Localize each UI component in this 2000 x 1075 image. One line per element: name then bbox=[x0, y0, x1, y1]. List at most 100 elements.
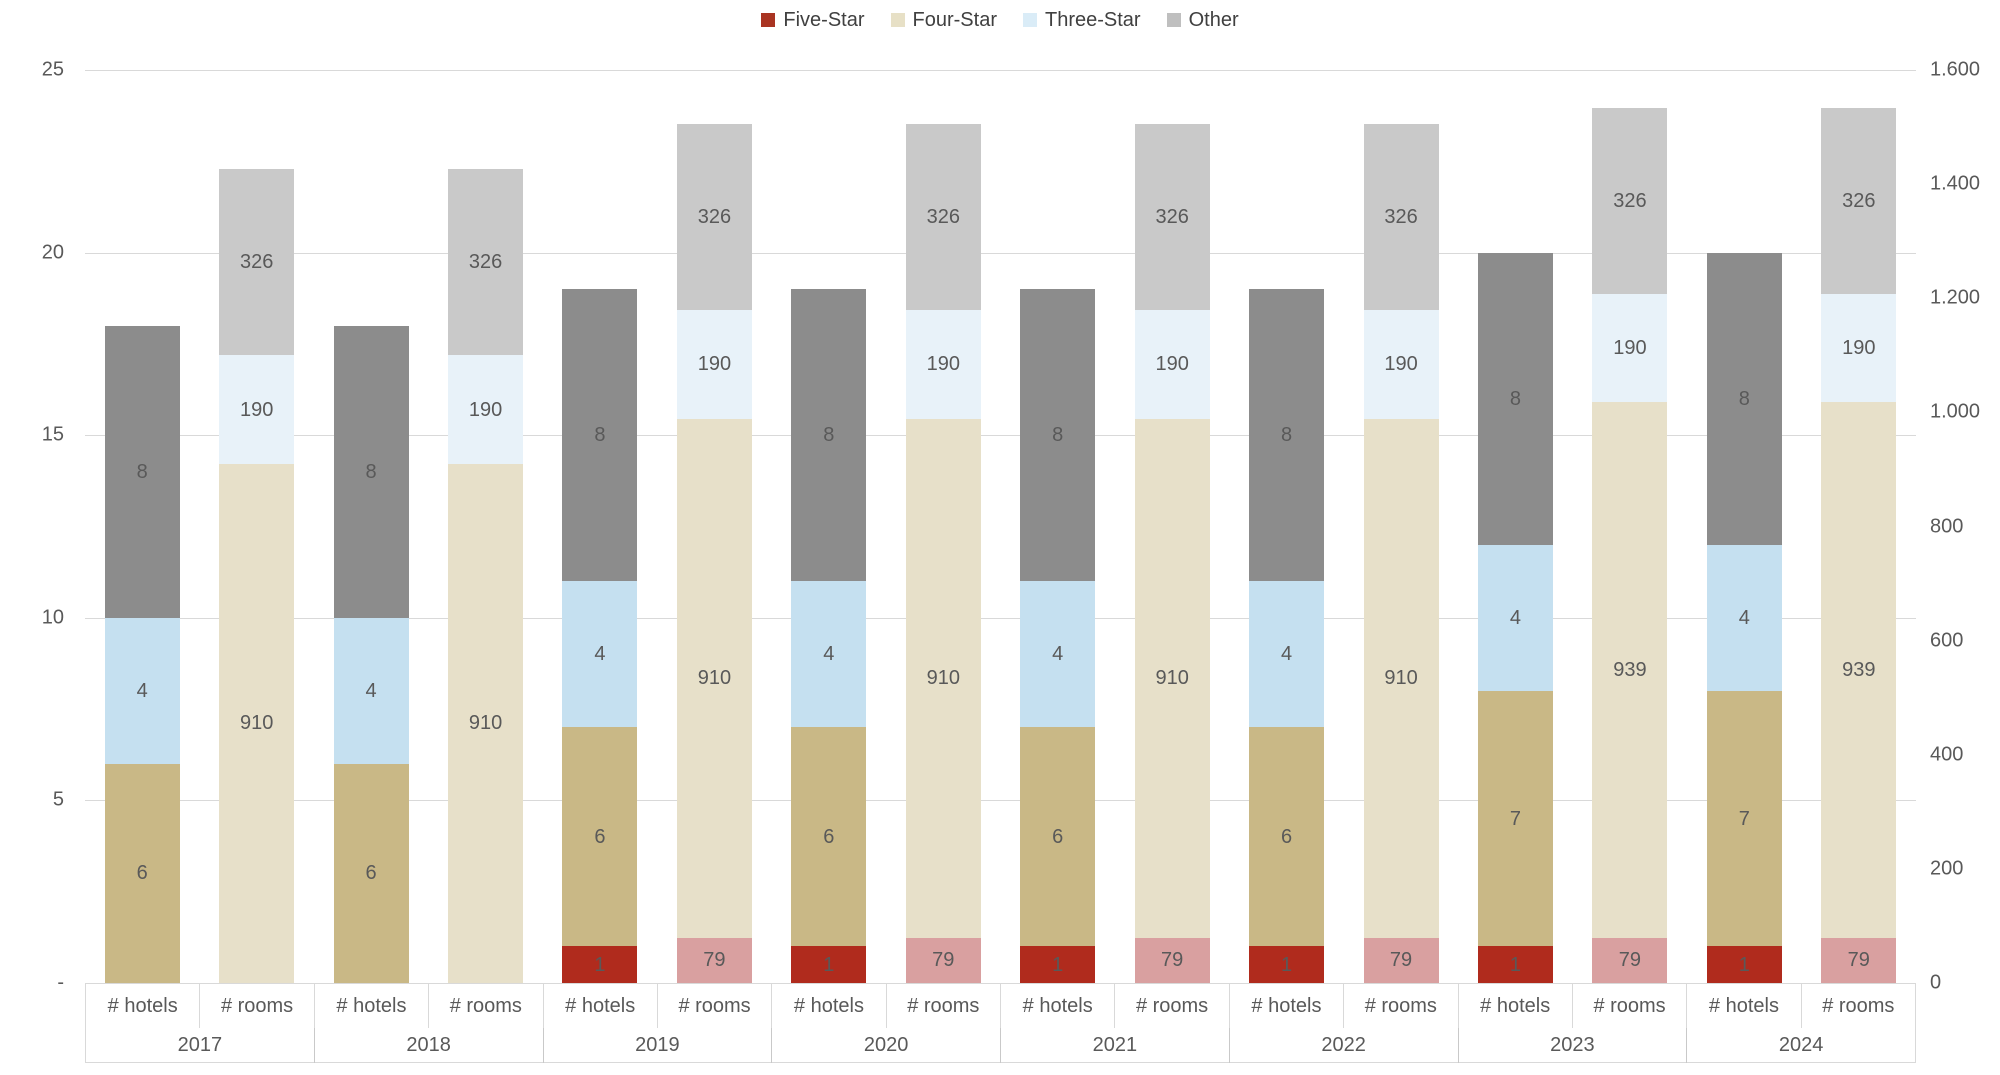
bar-segment-four-star-rooms[interactable]: 910 bbox=[1363, 418, 1439, 938]
bar-2018-rooms: 910 190 326 bbox=[448, 169, 524, 983]
bar-segment-four-star-rooms[interactable]: 910 bbox=[905, 418, 981, 938]
bar-segment-four-star-hotels[interactable]: 6 bbox=[333, 763, 409, 983]
axis-year-2022: 2022 bbox=[1230, 1028, 1459, 1063]
bar-2021-rooms: 79 910 190 326 bbox=[1134, 124, 1210, 983]
bar-segment-five-star-hotels[interactable]: 1 bbox=[1020, 946, 1096, 983]
data-label: 7 bbox=[1738, 807, 1750, 830]
bar-segment-three-star-hotels[interactable]: 4 bbox=[1249, 581, 1325, 728]
bar-segment-three-star-rooms[interactable]: 190 bbox=[448, 355, 524, 464]
bar-segment-three-star-rooms[interactable]: 190 bbox=[905, 310, 981, 419]
bar-segment-three-star-hotels[interactable]: 4 bbox=[1477, 544, 1553, 691]
bar-segment-three-star-rooms[interactable]: 190 bbox=[676, 310, 752, 419]
bar-segment-three-star-hotels[interactable]: 4 bbox=[791, 581, 867, 728]
bar-segment-other-hotels[interactable]: 8 bbox=[1706, 252, 1782, 545]
bar-segment-other-hotels[interactable]: 8 bbox=[1477, 252, 1553, 545]
bar-segment-other-rooms[interactable]: 326 bbox=[1134, 124, 1210, 311]
bar-segment-five-star-rooms[interactable]: 79 bbox=[676, 937, 752, 983]
bar-segment-four-star-hotels[interactable]: 7 bbox=[1706, 690, 1782, 947]
legend-label: Four-Star bbox=[912, 8, 997, 31]
right-axis-tick: 0 bbox=[1930, 971, 1942, 994]
bar-segment-five-star-rooms[interactable]: 79 bbox=[1363, 937, 1439, 983]
category-axis: # hotels # rooms # hotels # rooms # hotels # … bbox=[85, 983, 1916, 1063]
bar-segment-four-star-hotels[interactable]: 6 bbox=[562, 727, 638, 947]
legend-item-four_star[interactable]: Four-Star bbox=[890, 8, 997, 32]
bar-segment-four-star-hotels[interactable]: 6 bbox=[104, 763, 180, 983]
bar-segment-other-rooms[interactable]: 326 bbox=[219, 169, 295, 356]
axis-cell-hotels: # hotels bbox=[1001, 984, 1116, 1028]
data-label: 326 bbox=[926, 206, 960, 229]
bar-segment-five-star-hotels[interactable]: 1 bbox=[562, 946, 638, 983]
bar-segment-other-rooms[interactable]: 326 bbox=[1363, 124, 1439, 311]
axis-cell-rooms: # rooms bbox=[1822, 994, 1895, 1017]
bar-segment-three-star-rooms[interactable]: 190 bbox=[1592, 293, 1668, 403]
left-axis-tick: 20 bbox=[41, 241, 64, 264]
data-label: 939 bbox=[1842, 659, 1876, 682]
axis-year-2018: 2018 bbox=[315, 1028, 544, 1063]
bar-segment-other-hotels[interactable]: 8 bbox=[104, 325, 180, 618]
bar-segment-other-hotels[interactable]: 8 bbox=[1249, 289, 1325, 582]
bar-segment-three-star-hotels[interactable]: 4 bbox=[104, 617, 180, 764]
data-label: 4 bbox=[1509, 606, 1522, 629]
legend-item-other[interactable]: Other bbox=[1166, 9, 1239, 32]
bar-segment-four-star-rooms[interactable]: 910 bbox=[1134, 418, 1210, 938]
bar-segment-other-hotels[interactable]: 8 bbox=[791, 289, 867, 582]
bar-segment-three-star-rooms[interactable]: 190 bbox=[1134, 310, 1210, 419]
bar-segment-five-star-hotels[interactable]: 1 bbox=[1706, 946, 1782, 983]
bar-segment-five-star-hotels[interactable]: 1 bbox=[791, 946, 867, 983]
data-label: 326 bbox=[1842, 189, 1876, 212]
data-label: 190 bbox=[1842, 336, 1876, 359]
bar-segment-four-star-rooms[interactable]: 910 bbox=[219, 463, 295, 983]
left-axis-tick: 15 bbox=[41, 423, 64, 446]
bar-segment-five-star-rooms[interactable]: 79 bbox=[905, 937, 981, 983]
bar-segment-other-hotels[interactable]: 8 bbox=[1020, 289, 1096, 582]
bar-segment-four-star-rooms[interactable]: 939 bbox=[1821, 402, 1897, 938]
bar-segment-three-star-rooms[interactable]: 190 bbox=[219, 355, 295, 464]
bar-segment-three-star-rooms[interactable]: 190 bbox=[1821, 293, 1897, 403]
data-label: 326 bbox=[1613, 189, 1647, 212]
data-label: 939 bbox=[1613, 659, 1647, 682]
bar-segment-five-star-rooms[interactable]: 79 bbox=[1592, 937, 1668, 983]
bar-segment-three-star-hotels[interactable]: 4 bbox=[1020, 581, 1096, 728]
bar-segment-other-rooms[interactable]: 326 bbox=[1592, 107, 1668, 294]
bar-segment-three-star-hotels[interactable]: 4 bbox=[333, 617, 409, 764]
data-label: 8 bbox=[1052, 424, 1064, 447]
data-label: 910 bbox=[468, 712, 503, 735]
bar-segment-other-rooms[interactable]: 326 bbox=[448, 169, 524, 356]
bar-segment-four-star-hotels[interactable]: 6 bbox=[1020, 727, 1096, 947]
bar-segment-four-star-rooms[interactable]: 910 bbox=[676, 418, 752, 938]
bar-segment-three-star-hotels[interactable]: 4 bbox=[562, 581, 638, 728]
bar-segment-four-star-hotels[interactable]: 6 bbox=[1249, 727, 1325, 947]
bar-segment-five-star-hotels[interactable]: 1 bbox=[1477, 946, 1553, 983]
bar-segment-four-star-hotels[interactable]: 7 bbox=[1477, 690, 1553, 947]
axis-year-2024: 2024 bbox=[1778, 1034, 1824, 1056]
data-label: 6 bbox=[365, 862, 377, 885]
bar-segment-five-star-rooms[interactable]: 79 bbox=[1134, 937, 1210, 983]
bar-segment-other-hotels[interactable]: 8 bbox=[562, 289, 638, 582]
bar-segment-three-star-rooms[interactable]: 190 bbox=[1363, 310, 1439, 419]
gridline bbox=[85, 70, 1916, 71]
bar-2023-rooms: 79 939 190 326 bbox=[1592, 107, 1668, 983]
bar-segment-four-star-hotels[interactable]: 6 bbox=[791, 727, 867, 947]
legend-item-five_star[interactable]: Five-Star bbox=[761, 9, 865, 32]
bar-segment-other-rooms[interactable]: 326 bbox=[1821, 107, 1897, 294]
four_star-swatch-icon bbox=[890, 13, 905, 27]
data-label: 8 bbox=[1281, 424, 1293, 447]
bar-segment-three-star-hotels[interactable]: 4 bbox=[1706, 544, 1782, 691]
bar-segment-five-star-rooms[interactable]: 79 bbox=[1821, 937, 1897, 983]
bar-segment-other-rooms[interactable]: 326 bbox=[676, 124, 752, 311]
data-label: 8 bbox=[823, 424, 835, 447]
data-label: 8 bbox=[136, 460, 148, 483]
bar-segment-other-hotels[interactable]: 8 bbox=[333, 325, 409, 618]
axis-year-2021: 2021 bbox=[1001, 1028, 1230, 1063]
bar-segment-four-star-rooms[interactable]: 939 bbox=[1592, 402, 1668, 938]
legend-item-three_star[interactable]: Three-Star bbox=[1022, 9, 1141, 32]
pair-label-row: # hotels # rooms # hotels # rooms # hotels # … bbox=[86, 984, 1915, 1028]
bar-segment-four-star-rooms[interactable]: 910 bbox=[448, 463, 524, 983]
bar-segment-other-rooms[interactable]: 326 bbox=[905, 124, 981, 311]
bar-2018-hotels: 6 4 8 bbox=[333, 325, 409, 983]
bar-segment-five-star-hotels[interactable]: 1 bbox=[1249, 946, 1325, 983]
